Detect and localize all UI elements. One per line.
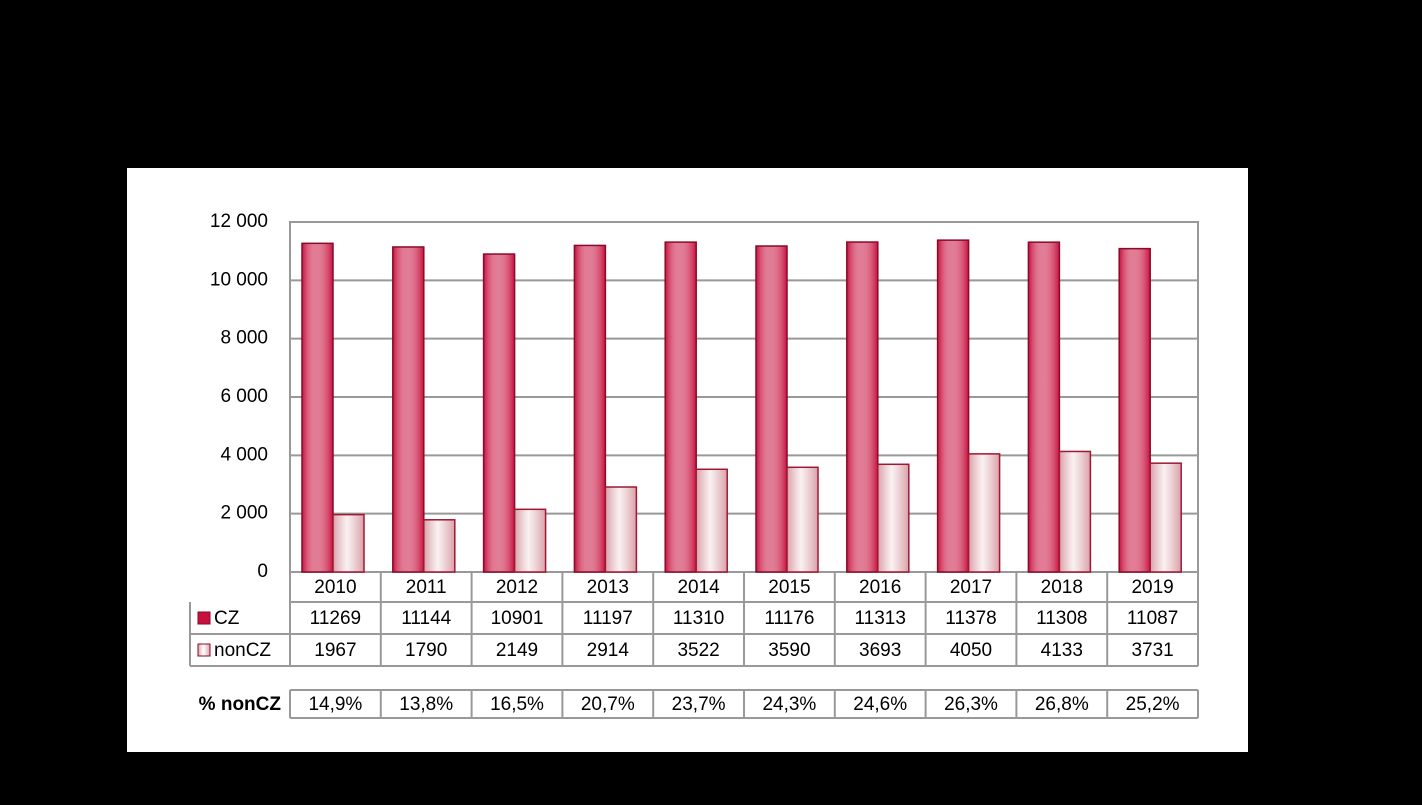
x-tick-label: 2012	[496, 577, 538, 598]
table-value: 4133	[1041, 640, 1083, 661]
legend-key	[197, 643, 211, 657]
percent-value: 16,5%	[490, 694, 544, 715]
table-value: 3731	[1131, 640, 1173, 661]
percent-value: 13,8%	[399, 694, 453, 715]
bar	[1027, 241, 1061, 573]
table-value: 3522	[677, 640, 719, 661]
percent-value: 26,8%	[1035, 694, 1089, 715]
y-tick-label: 8 000	[220, 328, 268, 349]
y-tick-label: 6 000	[220, 386, 268, 407]
table-value: 2149	[496, 640, 538, 661]
x-tick-label: 2010	[314, 577, 356, 598]
percent-value: 24,6%	[853, 694, 907, 715]
table-value: 4050	[950, 640, 992, 661]
bar	[936, 239, 970, 573]
y-tick-label: 10 000	[210, 269, 268, 290]
bar	[301, 242, 334, 573]
table-value: 10901	[491, 608, 544, 629]
table-value: 11197	[583, 608, 633, 629]
table-value: 11176	[764, 608, 814, 629]
bar	[392, 246, 425, 573]
table-value: 11087	[1127, 608, 1178, 629]
percent-row-label: % nonCZ	[199, 694, 282, 715]
x-tick-label: 2013	[587, 577, 629, 598]
y-tick-label: 12 000	[210, 211, 268, 232]
percent-value: 20,7%	[581, 694, 635, 715]
table-value: 11313	[854, 608, 905, 629]
bar	[1118, 247, 1151, 573]
percent-value: 14,9%	[308, 694, 362, 715]
y-tick-label: 4 000	[220, 444, 268, 465]
bar	[846, 241, 879, 573]
x-tick-label: 2015	[768, 577, 810, 598]
bar	[695, 468, 728, 573]
bar	[482, 253, 516, 573]
table-value: 11308	[1036, 608, 1087, 629]
table-value: 11310	[673, 608, 724, 629]
percent-value: 23,7%	[672, 694, 726, 715]
table-value: 3590	[768, 640, 810, 661]
bar	[573, 244, 607, 573]
table-value: 1967	[314, 640, 356, 661]
x-tick-label: 2014	[677, 577, 720, 598]
bar	[786, 466, 819, 573]
legend-label: CZ	[214, 608, 240, 629]
bar	[877, 463, 910, 573]
table-value: 11269	[310, 608, 361, 629]
percent-value: 25,2%	[1126, 694, 1180, 715]
bar	[755, 245, 788, 573]
table-value: 2914	[587, 640, 630, 661]
bar	[604, 486, 638, 573]
x-tick-label: 2017	[950, 577, 992, 598]
bar	[423, 519, 456, 573]
percent-value: 24,3%	[762, 694, 816, 715]
y-tick-label: 0	[257, 561, 268, 582]
table-value: 11378	[945, 608, 996, 629]
table-value: 11144	[401, 608, 451, 629]
bar	[332, 513, 365, 573]
legend-key	[197, 611, 211, 625]
table-value: 3693	[859, 640, 901, 661]
x-tick-label: 2011	[406, 577, 447, 598]
x-tick-label: 2016	[859, 577, 901, 598]
bar	[967, 453, 1001, 573]
percent-value: 26,3%	[944, 694, 998, 715]
legend-label: nonCZ	[214, 640, 271, 661]
x-tick-label: 2019	[1131, 577, 1173, 598]
bar	[1058, 450, 1092, 573]
bar	[513, 508, 547, 573]
bar	[664, 241, 697, 573]
x-tick-label: 2018	[1041, 577, 1083, 598]
table-value: 1790	[405, 640, 447, 661]
bar	[1149, 462, 1182, 573]
y-tick-label: 2 000	[220, 503, 268, 524]
